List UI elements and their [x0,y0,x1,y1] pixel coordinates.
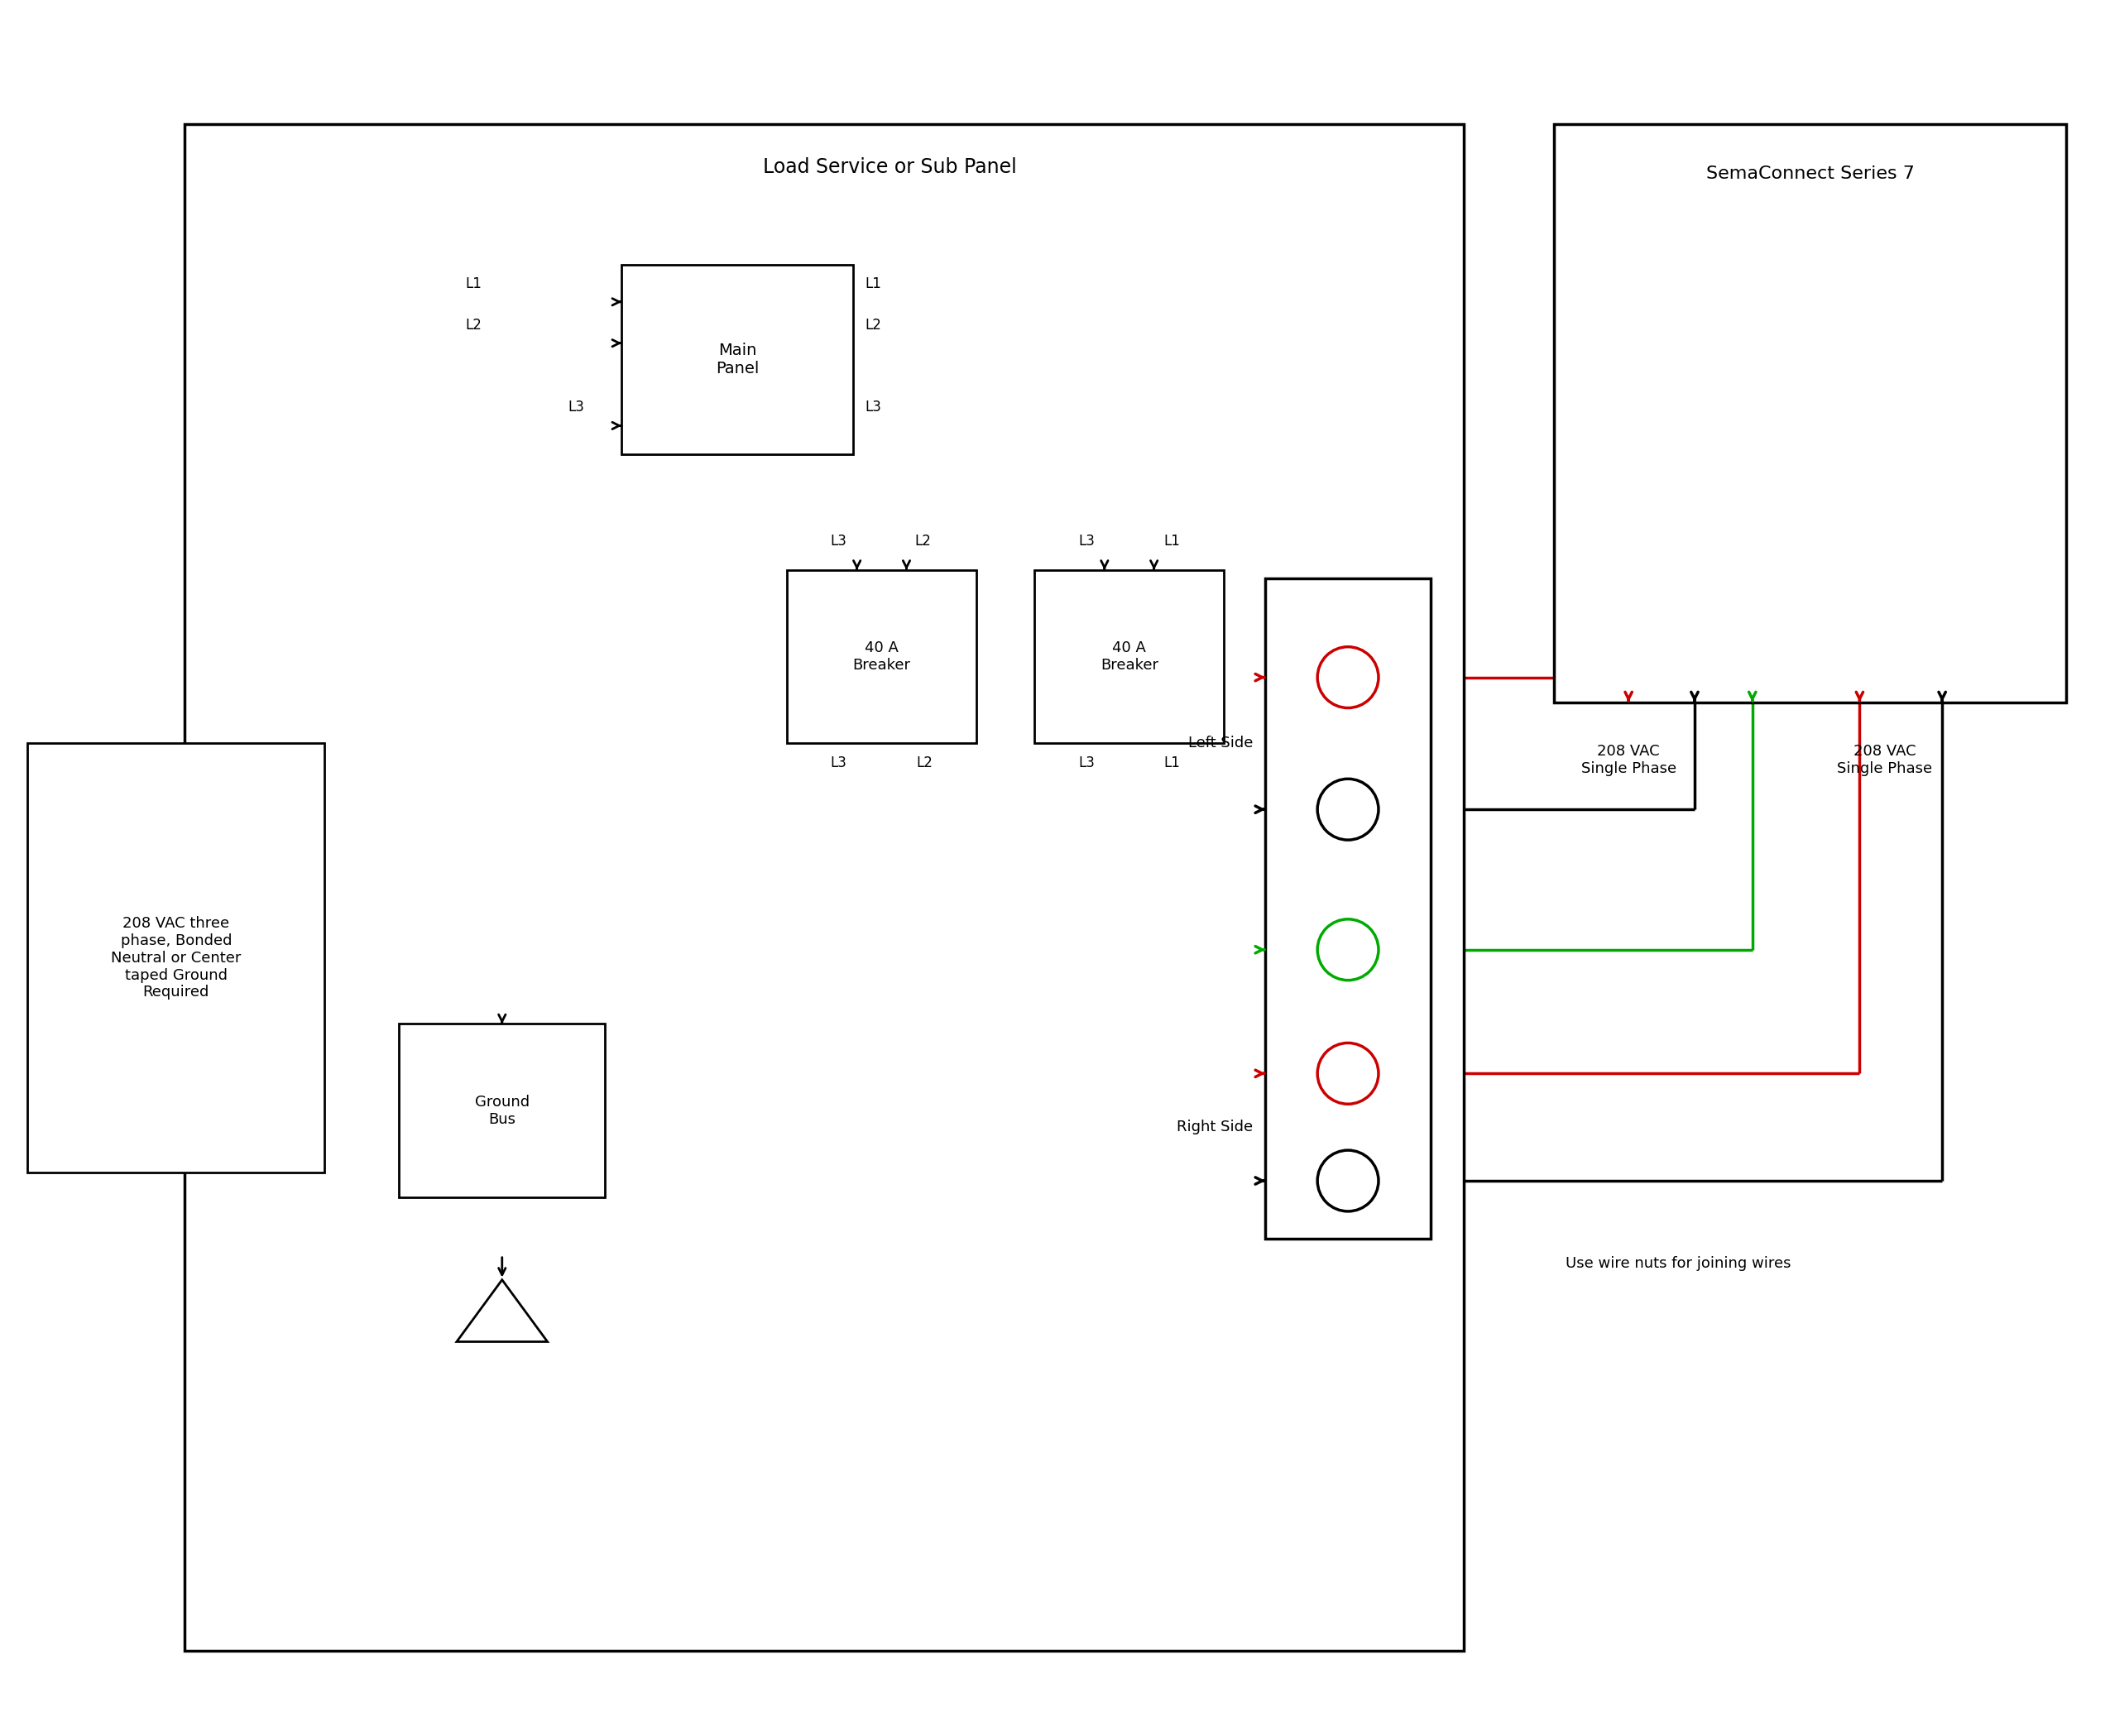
Bar [1266,578,1431,1238]
Text: L3: L3 [831,755,846,771]
Text: Ground
Bus: Ground Bus [475,1095,530,1127]
Text: L3: L3 [568,399,584,415]
Circle shape [1317,648,1378,708]
Bar [399,1024,606,1198]
Text: L3: L3 [1078,533,1095,549]
Bar [184,125,1464,1651]
Bar [1555,125,2066,701]
Text: L2: L2 [916,533,931,549]
Circle shape [1317,918,1378,981]
Circle shape [1317,1151,1378,1212]
Circle shape [1317,779,1378,840]
Text: 208 VAC
Single Phase: 208 VAC Single Phase [1580,743,1675,776]
Text: Left Side: Left Side [1188,736,1253,752]
Text: 40 A
Breaker: 40 A Breaker [1099,641,1158,674]
Text: L2: L2 [865,318,882,332]
Bar [1034,569,1224,743]
Bar [787,569,977,743]
Text: L1: L1 [865,276,882,292]
Text: L3: L3 [865,399,882,415]
Text: Use wire nuts for joining wires: Use wire nuts for joining wires [1566,1255,1791,1271]
Text: Load Service or Sub Panel: Load Service or Sub Panel [764,158,1017,177]
Circle shape [1317,1043,1378,1104]
Text: 208 VAC three
phase, Bonded
Neutral or Center
taped Ground
Required: 208 VAC three phase, Bonded Neutral or C… [112,917,241,1000]
Bar [27,743,325,1172]
Text: L1: L1 [1165,755,1179,771]
Text: L2: L2 [916,755,933,771]
Text: SemaConnect Series 7: SemaConnect Series 7 [1705,165,1914,182]
Text: L1: L1 [1165,533,1179,549]
Text: L3: L3 [831,533,846,549]
Text: 40 A
Breaker: 40 A Breaker [852,641,912,674]
Text: Right Side: Right Side [1177,1120,1253,1135]
Polygon shape [456,1279,546,1342]
Text: L1: L1 [464,276,481,292]
Text: L3: L3 [1078,755,1095,771]
Bar [622,264,852,455]
Text: Main
Panel: Main Panel [715,342,760,377]
Text: L2: L2 [464,318,481,332]
Text: 208 VAC
Single Phase: 208 VAC Single Phase [1838,743,1933,776]
